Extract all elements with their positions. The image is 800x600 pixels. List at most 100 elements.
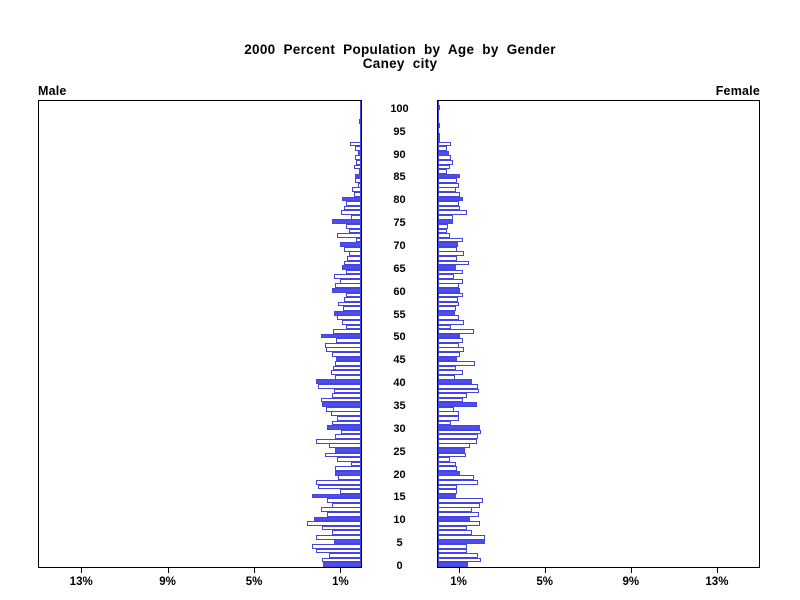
male-bar-age-47 <box>325 347 361 353</box>
age-tick-label-80: 80 <box>393 194 406 207</box>
male-bar-age-39 <box>318 383 361 389</box>
male-bar-age-44 <box>335 361 361 366</box>
male-bar-age-30 <box>326 425 361 430</box>
male-bar-age-45 <box>336 356 361 362</box>
age-tick-label-25: 25 <box>393 445 406 458</box>
female-bar-age-88 <box>438 159 453 165</box>
female-bar-age-94 <box>438 132 440 138</box>
male-bar-age-87 <box>353 164 361 170</box>
female-bar-age-76 <box>438 214 453 220</box>
female-bar-age-24 <box>438 452 466 458</box>
female-bar-age-56 <box>438 306 457 312</box>
percent-tick <box>716 568 718 573</box>
male-bar-age-11 <box>326 511 361 517</box>
age-tick-label-40: 40 <box>393 377 406 390</box>
percent-tick-label-9%: 9% <box>159 576 176 588</box>
female-bar-age-47 <box>438 347 464 353</box>
percent-tick-label-9%: 9% <box>622 576 640 588</box>
male-bar-age-61 <box>335 283 361 289</box>
female-bar-age-29 <box>438 429 481 435</box>
male-bar-age-91 <box>354 146 361 152</box>
male-bar-age-69 <box>343 246 361 252</box>
male-bar-age-17 <box>318 484 361 490</box>
male-bar-age-12 <box>321 507 361 513</box>
male-bar-age-48 <box>324 342 361 348</box>
female-bar-age-91 <box>438 146 447 152</box>
female-bar-age-3 <box>438 548 467 554</box>
female-bar-age-83 <box>438 182 460 188</box>
male-bar-age-81 <box>353 191 361 197</box>
male-bar-age-40 <box>315 379 361 385</box>
female-bar-age-66 <box>438 260 470 266</box>
female-bar-age-25 <box>438 447 465 453</box>
female-bar-age-10 <box>438 516 471 522</box>
female-bar-age-63 <box>438 274 455 280</box>
female-bar-age-8 <box>438 525 467 531</box>
male-bar-age-86 <box>358 169 361 174</box>
male-bar-age-65 <box>341 265 361 270</box>
female-bar-age-55 <box>438 310 456 316</box>
age-tick-label-90: 90 <box>393 148 406 161</box>
female-bar-age-82 <box>438 187 457 193</box>
female-bar-age-79 <box>438 201 460 206</box>
male-plot-area <box>38 100 362 568</box>
female-bar-age-13 <box>438 502 480 508</box>
male-bar-age-76 <box>351 214 361 220</box>
female-bar-age-9 <box>438 521 480 526</box>
male-bar-age-75 <box>332 219 361 225</box>
male-bar-age-72 <box>337 233 361 238</box>
female-bar-age-81 <box>438 191 461 197</box>
percent-tick <box>81 568 83 573</box>
female-bar-age-62 <box>438 278 463 284</box>
female-bar-age-27 <box>438 438 477 444</box>
male-bar-age-92 <box>350 141 361 147</box>
female-bar-age-70 <box>438 242 459 248</box>
male-bar-age-97 <box>358 118 361 124</box>
male-bar-age-49 <box>336 338 361 344</box>
male-bar-age-4 <box>311 543 361 549</box>
female-bar-age-2 <box>438 553 478 558</box>
male-bar-age-2 <box>328 553 361 558</box>
female-bar-age-31 <box>438 420 451 426</box>
male-bar-age-52 <box>345 324 361 330</box>
female-bar-age-33 <box>438 411 460 417</box>
age-tick-label-45: 45 <box>393 354 406 367</box>
female-bar-age-50 <box>438 333 461 339</box>
female-bar-age-74 <box>438 223 448 229</box>
chart-subtitle: Caney city <box>362 56 438 71</box>
male-bar-age-5 <box>334 539 361 545</box>
female-bar-age-32 <box>438 415 460 421</box>
male-bar-age-18 <box>315 479 361 485</box>
male-bar-age-8 <box>322 525 361 531</box>
male-bar-age-66 <box>343 260 361 266</box>
female-bar-age-5 <box>438 539 486 545</box>
age-tick-label-70: 70 <box>393 239 406 252</box>
male-bar-age-89 <box>354 155 361 161</box>
male-bar-age-58 <box>343 297 361 302</box>
age-tick-label-35: 35 <box>393 399 406 412</box>
male-bar-age-77 <box>340 210 361 216</box>
female-bar-age-57 <box>438 301 460 307</box>
percent-tick-label-1%: 1% <box>332 576 349 588</box>
chart-title: 2000 Percent Population by Age by Gender <box>244 42 556 57</box>
female-bar-age-43 <box>438 365 457 371</box>
male-bar-age-35 <box>322 402 361 408</box>
male-bar-age-60 <box>332 287 361 293</box>
male-bar-age-36 <box>321 397 361 403</box>
female-bar-age-58 <box>438 297 459 302</box>
male-panel-label: Male <box>38 84 67 98</box>
male-bar-age-15 <box>311 493 361 499</box>
female-plot-area <box>437 100 760 568</box>
female-bar-age-78 <box>438 205 461 211</box>
female-bar-age-4 <box>438 543 467 549</box>
male-bar-age-25 <box>335 447 361 453</box>
female-bar-age-28 <box>438 434 478 440</box>
male-bar-age-85 <box>354 173 361 179</box>
male-bar-age-0 <box>323 562 361 567</box>
female-bar-age-71 <box>438 237 463 243</box>
male-bar-age-83 <box>357 182 361 188</box>
percent-tick-label-13%: 13% <box>69 576 93 588</box>
male-bar-age-10 <box>313 516 361 522</box>
male-bar-age-21 <box>335 466 361 472</box>
percent-tick <box>340 568 342 573</box>
